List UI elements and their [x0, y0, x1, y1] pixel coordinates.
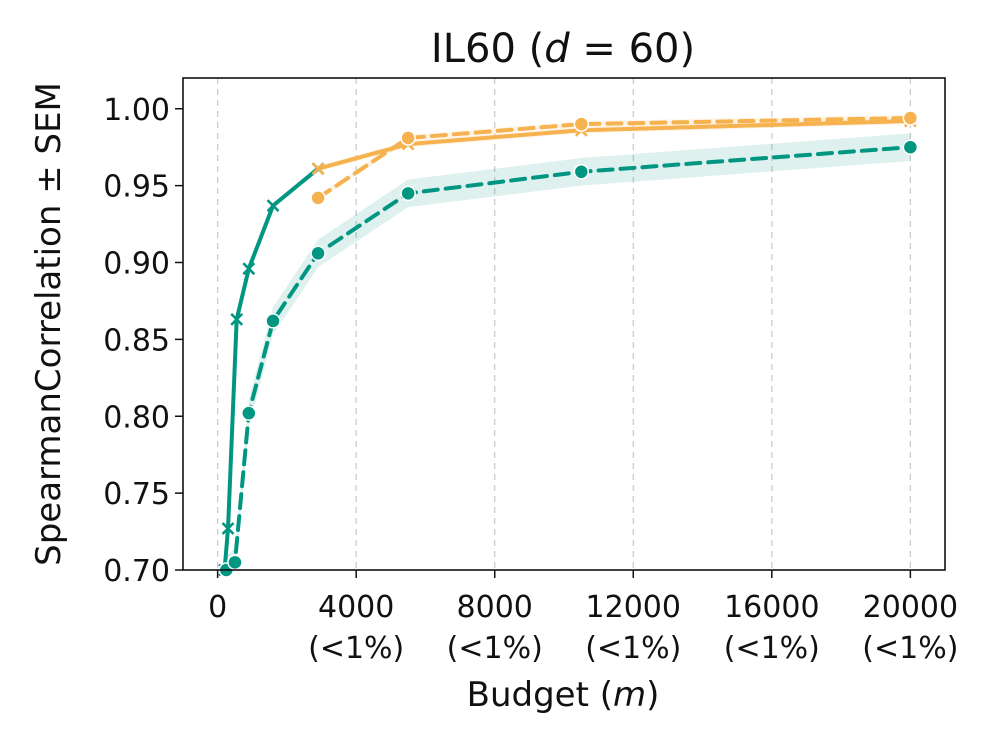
series-lines: [222, 115, 913, 572]
data-point-circle: [241, 405, 257, 421]
x-tick-sublabel: (<1%): [585, 631, 681, 666]
y-tick-label: 0.95: [103, 170, 170, 205]
sem-bands: [224, 114, 911, 570]
x-axis-ticks: 0 4000 (<1%) 8000 (<1%) 12000 (<1%) 16000 (<1%) 2…: [208, 570, 958, 666]
data-point-circle: [400, 185, 416, 202]
x-axis-title-suffix: ): [646, 675, 659, 715]
plot-frame: [182, 77, 946, 571]
x-tick-label: 16000: [724, 590, 819, 625]
y-tick-label: 0.70: [103, 554, 170, 589]
y-tick-label: 0.90: [103, 247, 170, 282]
chart-title-suffix: = 60): [570, 26, 695, 72]
sem-band: [226, 133, 911, 570]
data-point-circle: [573, 164, 590, 180]
data-point-x: [230, 312, 244, 326]
x-axis-title-prefix: Budget (: [467, 675, 613, 715]
y-tick-label: 1.00: [103, 93, 170, 128]
x-tick-sublabel: (<1%): [308, 631, 404, 666]
series-line: [224, 145, 913, 572]
x-tick-label: 4000: [318, 590, 394, 625]
data-point-x: [266, 199, 280, 213]
x-axis-title: Budget (m): [467, 675, 660, 715]
data-point-x: [221, 522, 235, 535]
x-tick-label: 12000: [586, 590, 681, 625]
series-line: [222, 166, 321, 572]
y-tick-label: 0.80: [103, 400, 170, 435]
y-axis-title: SpearmanCorrelation ± SEM: [29, 82, 69, 566]
x-axis-title-variable: m: [613, 675, 646, 715]
x-tick-label: 20000: [863, 590, 958, 625]
data-point-circle: [310, 190, 326, 206]
data-point-circle: [902, 110, 919, 126]
chart-title: IL60 (d = 60): [431, 26, 695, 72]
data-point-x: [311, 162, 325, 176]
x-tick-label: 0: [208, 590, 227, 625]
x-tick-sublabel: (<1%): [724, 631, 820, 666]
data-point-circle: [227, 554, 243, 571]
data-point-circle: [265, 313, 281, 329]
data-point-circle: [310, 245, 326, 262]
x-tick-sublabel: (<1%): [862, 631, 958, 666]
data-point-circle: [573, 116, 590, 132]
x-tick-sublabel: (<1%): [447, 631, 543, 666]
series-line: [316, 115, 913, 200]
series-line: [316, 119, 913, 171]
data-point-x: [242, 262, 256, 276]
x-tick-label: 8000: [457, 590, 533, 625]
data-point-circle: [400, 130, 416, 146]
y-tick-label: 0.75: [103, 477, 170, 512]
y-tick-label: 0.85: [103, 323, 170, 358]
chart-title-prefix: IL60 (: [431, 26, 544, 72]
y-axis-ticks: 0.70 0.75 0.80 0.85 0.90 0.95 1.00: [103, 93, 183, 589]
chart-title-variable: d: [544, 26, 570, 72]
data-point-circle: [902, 139, 919, 155]
series-markers: [218, 110, 919, 578]
